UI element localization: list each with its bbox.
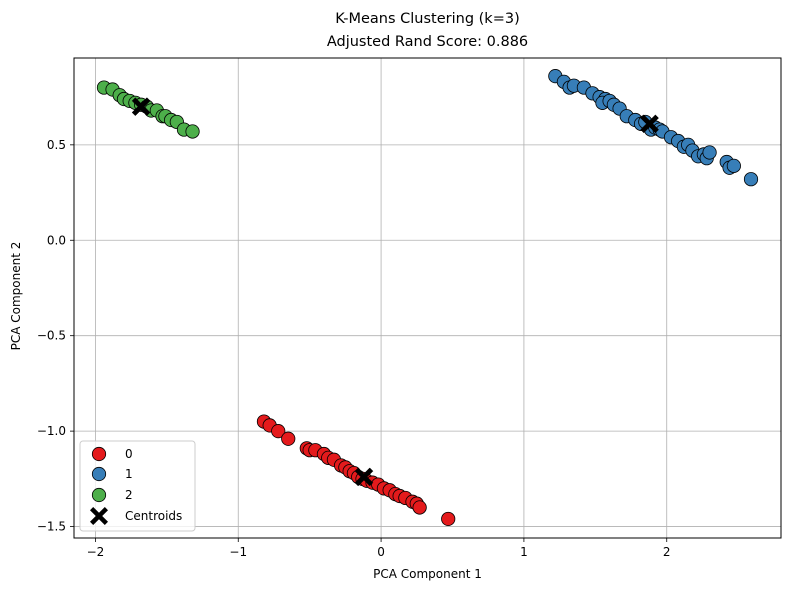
- centroid-marker: [131, 97, 151, 117]
- x-tick-label: 1: [520, 545, 528, 559]
- x-tick-label: 2: [663, 545, 671, 559]
- y-tick-label: −0.5: [37, 329, 66, 343]
- legend-marker-0: [91, 446, 107, 462]
- y-tick-label: 0.0: [47, 233, 66, 247]
- cluster-0-point: [281, 431, 296, 446]
- legend: 0 1 2 Centroids: [79, 440, 196, 532]
- legend-label-centroids: Centroids: [125, 509, 182, 523]
- y-tick-label: 0.5: [47, 138, 66, 152]
- legend-marker-centroids: [90, 507, 108, 525]
- title-group: K-Means Clustering (k=3) Adjusted Rand S…: [327, 11, 528, 50]
- y-tick-label: −1.0: [37, 424, 66, 438]
- centroid-marker: [354, 467, 374, 487]
- x-axis-ticks: −2 −1 0 1 2: [87, 538, 671, 559]
- plot-frame: [73, 57, 782, 539]
- y-tick-label: −1.5: [37, 520, 66, 534]
- x-axis-label: PCA Component 1: [373, 567, 482, 581]
- legend-label-1: 1: [125, 467, 133, 481]
- chart-subtitle: Adjusted Rand Score: 0.886: [327, 34, 528, 50]
- chart-title: K-Means Clustering (k=3): [335, 11, 519, 27]
- y-axis-label: PCA Component 2: [9, 242, 23, 351]
- cluster-1-point: [726, 158, 741, 173]
- legend-box: [79, 440, 196, 532]
- y-axis-ticks: −1.5 −1.0 −0.5 0.0 0.5: [37, 138, 74, 534]
- x-tick-label: −1: [229, 545, 247, 559]
- grid-lines: [74, 58, 781, 538]
- x-tick-label: 0: [377, 545, 385, 559]
- cluster-2-point: [185, 124, 200, 139]
- legend-marker-2: [91, 487, 107, 503]
- legend-label-0: 0: [125, 447, 133, 461]
- x-tick-label: −2: [87, 545, 105, 559]
- cluster-0-point: [412, 500, 427, 515]
- legend-label-2: 2: [125, 488, 133, 502]
- cluster-1-point: [702, 145, 717, 160]
- cluster-0-point: [271, 424, 286, 439]
- cluster-0-point: [441, 511, 456, 527]
- cluster-1-point: [743, 172, 759, 187]
- centroid-marker: [640, 114, 659, 134]
- data-points: [96, 69, 759, 527]
- legend-marker-1: [91, 466, 107, 482]
